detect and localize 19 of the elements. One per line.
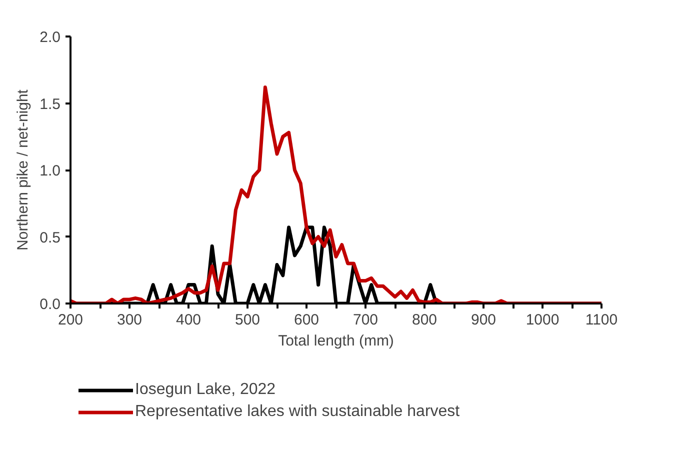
y-tick-label: 2.0: [40, 29, 61, 46]
x-axis-title: Total length (mm): [278, 332, 394, 350]
y-tick-label: 1.0: [40, 162, 61, 180]
x-tick-label: 900: [470, 312, 496, 328]
y-axis-title: Northern pike / net-night: [14, 88, 32, 250]
x-tick-label: 600: [294, 312, 320, 328]
y-tick-label: 0.5: [40, 229, 61, 246]
x-tick-label: 800: [412, 312, 438, 328]
x-tick-label: 700: [352, 312, 378, 328]
x-tick-label: 1000: [526, 312, 560, 328]
x-tick-label: 200: [58, 312, 84, 328]
legend-label: Representative lakes with sustainable harvest: [135, 403, 460, 421]
y-tick-label: 1.5: [40, 96, 61, 113]
x-tick-label: 300: [116, 312, 142, 328]
x-tick-label: 500: [234, 312, 260, 328]
legend-label: Iosegun Lake, 2022: [135, 381, 276, 399]
y-tick-label: 0.0: [40, 296, 61, 313]
x-tick-label: 400: [176, 312, 202, 328]
x-tick-label: 1100: [585, 312, 618, 328]
